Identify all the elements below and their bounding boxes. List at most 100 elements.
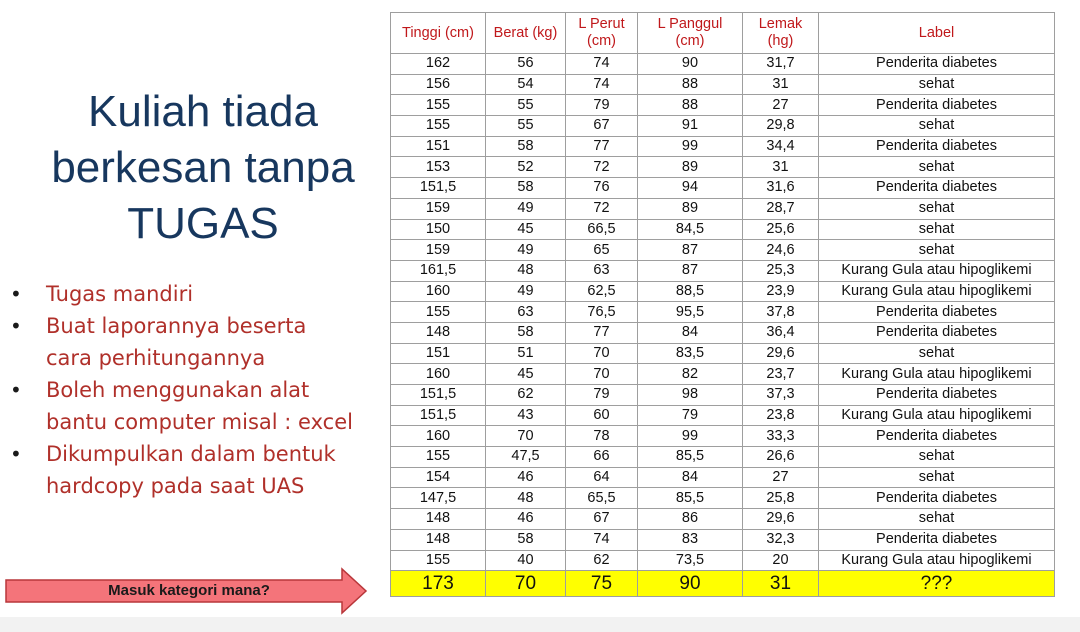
bullet-text: bantu computer misal : excel bbox=[46, 410, 353, 434]
cell-berat: 58 bbox=[485, 528, 566, 551]
table-row: 151,5 43 60 79 23,8 Kurang Gula atau hipoglik… bbox=[390, 404, 1055, 427]
table-header-row: Tinggi (cm) Berat (kg) L Perut (cm) L Pan… bbox=[390, 12, 1055, 54]
header-l-perut: L Perut (cm) bbox=[565, 12, 638, 54]
question-cell-berat: 70 bbox=[485, 570, 566, 598]
cell-berat: 43 bbox=[485, 404, 566, 427]
cell-lemak: 25,3 bbox=[742, 259, 819, 282]
table-row: 155 55 67 91 29,8 sehat bbox=[390, 115, 1055, 137]
cell-berat: 56 bbox=[485, 53, 566, 75]
bullet-dot-icon: • bbox=[10, 378, 22, 402]
table-row: 153 52 72 89 31 sehat bbox=[390, 156, 1055, 179]
cell-l-perut: 67 bbox=[565, 508, 638, 530]
cell-l-panggul: 84 bbox=[637, 466, 743, 489]
cell-l-panggul: 87 bbox=[637, 239, 743, 261]
cell-l-perut: 66,5 bbox=[565, 218, 638, 241]
bullet-dot-icon: • bbox=[10, 314, 22, 338]
cell-tinggi: 151,5 bbox=[390, 177, 486, 199]
table-row: 151 51 70 83,5 29,6 sehat bbox=[390, 342, 1055, 365]
header-tinggi: Tinggi (cm) bbox=[390, 12, 486, 54]
cell-l-perut: 62,5 bbox=[565, 280, 638, 303]
cell-l-perut: 60 bbox=[565, 404, 638, 427]
cell-berat: 63 bbox=[485, 301, 566, 323]
cell-tinggi: 148 bbox=[390, 508, 486, 530]
cell-l-panggul: 91 bbox=[637, 115, 743, 137]
cell-l-perut: 76 bbox=[565, 177, 638, 199]
cell-l-perut: 63 bbox=[565, 259, 638, 282]
cell-lemak: 25,8 bbox=[742, 487, 819, 510]
table-row: 155 47,5 66 85,5 26,6 sehat bbox=[390, 446, 1055, 468]
cell-label: Kurang Gula atau hipoglikemi bbox=[818, 363, 1055, 385]
cell-tinggi: 155 bbox=[390, 446, 486, 468]
table-row: 150 45 66,5 84,5 25,6 sehat bbox=[390, 218, 1055, 241]
table-row: 162 56 74 90 31,7 Penderita diabetes bbox=[390, 53, 1055, 75]
cell-tinggi: 150 bbox=[390, 218, 486, 241]
cell-label: sehat bbox=[818, 342, 1055, 365]
cell-tinggi: 147,5 bbox=[390, 487, 486, 510]
table-row: 155 63 76,5 95,5 37,8 Penderita diabetes bbox=[390, 301, 1055, 323]
bottom-strip bbox=[0, 617, 1080, 632]
cell-label: Penderita diabetes bbox=[818, 487, 1055, 510]
cell-label: sehat bbox=[818, 446, 1055, 468]
cell-tinggi: 162 bbox=[390, 53, 486, 75]
cell-lemak: 23,9 bbox=[742, 280, 819, 303]
table-row: 151,5 62 79 98 37,3 Penderita diabetes bbox=[390, 384, 1055, 406]
cell-lemak: 29,8 bbox=[742, 115, 819, 137]
table-row: 155 55 79 88 27 Penderita diabetes bbox=[390, 94, 1055, 117]
cell-l-perut: 79 bbox=[565, 94, 638, 117]
cell-lemak: 31 bbox=[742, 73, 819, 96]
cell-l-panggul: 88 bbox=[637, 73, 743, 96]
cell-label: sehat bbox=[818, 239, 1055, 261]
cell-l-perut: 74 bbox=[565, 73, 638, 96]
bullet-dot-icon: • bbox=[10, 442, 22, 466]
cell-label: Kurang Gula atau hipoglikemi bbox=[818, 259, 1055, 282]
cell-berat: 55 bbox=[485, 94, 566, 117]
cell-l-perut: 74 bbox=[565, 53, 638, 75]
cell-lemak: 23,7 bbox=[742, 363, 819, 385]
cell-berat: 46 bbox=[485, 508, 566, 530]
table-row: 156 54 74 88 31 sehat bbox=[390, 73, 1055, 96]
bullet-item: • Buat laporannya beserta cara perhitung… bbox=[8, 310, 378, 374]
slide: Kuliah tiada berkesan tanpa TUGAS • Tuga… bbox=[5, 12, 1055, 615]
cell-tinggi: 159 bbox=[390, 239, 486, 261]
cell-label: Penderita diabetes bbox=[818, 53, 1055, 75]
arrow-right-icon bbox=[5, 567, 368, 615]
cell-l-perut: 66 bbox=[565, 446, 638, 468]
cell-l-panggul: 87 bbox=[637, 259, 743, 282]
table-row: 154 46 64 84 27 sehat bbox=[390, 466, 1055, 489]
cell-berat: 49 bbox=[485, 239, 566, 261]
cell-tinggi: 155 bbox=[390, 115, 486, 137]
table-row: 160 49 62,5 88,5 23,9 Kurang Gula atau hipogl… bbox=[390, 280, 1055, 303]
cell-l-panggul: 90 bbox=[637, 53, 743, 75]
cell-l-perut: 70 bbox=[565, 363, 638, 385]
cell-tinggi: 156 bbox=[390, 73, 486, 96]
cell-tinggi: 160 bbox=[390, 280, 486, 303]
question-cell-tinggi: 173 bbox=[390, 570, 486, 598]
cell-tinggi: 154 bbox=[390, 466, 486, 489]
cell-l-panggul: 95,5 bbox=[637, 301, 743, 323]
cell-lemak: 28,7 bbox=[742, 197, 819, 220]
title-line-2: berkesan tanpa bbox=[51, 143, 355, 192]
cell-berat: 70 bbox=[485, 425, 566, 448]
cell-label: sehat bbox=[818, 156, 1055, 179]
cell-l-perut: 72 bbox=[565, 197, 638, 220]
cell-l-panggul: 89 bbox=[637, 197, 743, 220]
cell-berat: 48 bbox=[485, 259, 566, 282]
cell-berat: 46 bbox=[485, 466, 566, 489]
cell-label: Kurang Gula atau hipoglikemi bbox=[818, 549, 1055, 572]
cell-l-panggul: 84,5 bbox=[637, 218, 743, 241]
cell-l-panggul: 83,5 bbox=[637, 342, 743, 365]
table-row: 148 58 77 84 36,4 Penderita diabetes bbox=[390, 321, 1055, 344]
cell-tinggi: 160 bbox=[390, 363, 486, 385]
cell-label: Penderita diabetes bbox=[818, 301, 1055, 323]
cell-berat: 40 bbox=[485, 549, 566, 572]
cell-berat: 58 bbox=[485, 177, 566, 199]
bullet-text: Dikumpulkan dalam bentuk bbox=[46, 442, 336, 466]
cell-label: sehat bbox=[818, 218, 1055, 241]
cell-berat: 47,5 bbox=[485, 446, 566, 468]
bullet-item: • Boleh menggunakan alat bantu computer … bbox=[8, 374, 378, 438]
cell-l-panggul: 82 bbox=[637, 363, 743, 385]
cell-berat: 62 bbox=[485, 384, 566, 406]
data-table: Tinggi (cm) Berat (kg) L Perut (cm) L Pan… bbox=[390, 12, 1055, 598]
cell-l-panggul: 89 bbox=[637, 156, 743, 179]
cell-berat: 55 bbox=[485, 115, 566, 137]
